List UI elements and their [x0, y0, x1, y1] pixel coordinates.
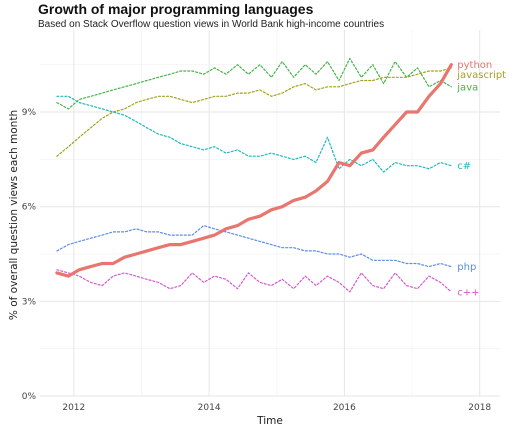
series-line-java	[56, 57, 452, 110]
series-line-python	[55, 63, 453, 278]
series-label-php: php	[457, 262, 476, 273]
x-tick-label: 2012	[62, 403, 85, 413]
y-tick-label: 0%	[22, 392, 37, 402]
series-label-java: java	[456, 82, 478, 93]
y-axis-label: % of overall question views each month	[8, 110, 20, 320]
series-label-cx: c#	[457, 161, 471, 172]
x-tick-label: 2016	[333, 403, 356, 413]
chart-subtitle: Based on Stack Overflow question views i…	[38, 19, 385, 30]
series-line-php	[56, 225, 452, 268]
grid	[40, 30, 500, 397]
x-tick-label: 2014	[198, 403, 221, 413]
series-label-python: python	[457, 60, 492, 71]
series-line-cxx	[56, 269, 452, 293]
x-tick-label: 2018	[468, 403, 491, 413]
y-tick-label: 9%	[22, 108, 37, 118]
axis-ticks: 0% 3% 6% 9% 2012 2014 2016 2018	[22, 108, 492, 413]
series-line-cx	[56, 95, 452, 173]
series-label-javascript: javascript	[456, 70, 506, 81]
x-axis-label: Time	[256, 415, 283, 427]
y-tick-label: 3%	[22, 297, 37, 307]
series-label-cxx: c++	[457, 287, 479, 298]
y-tick-label: 6%	[22, 203, 37, 213]
chart-title: Growth of major programming languages	[38, 1, 314, 17]
series-line-javascript	[56, 67, 452, 157]
series-lines	[55, 57, 453, 293]
